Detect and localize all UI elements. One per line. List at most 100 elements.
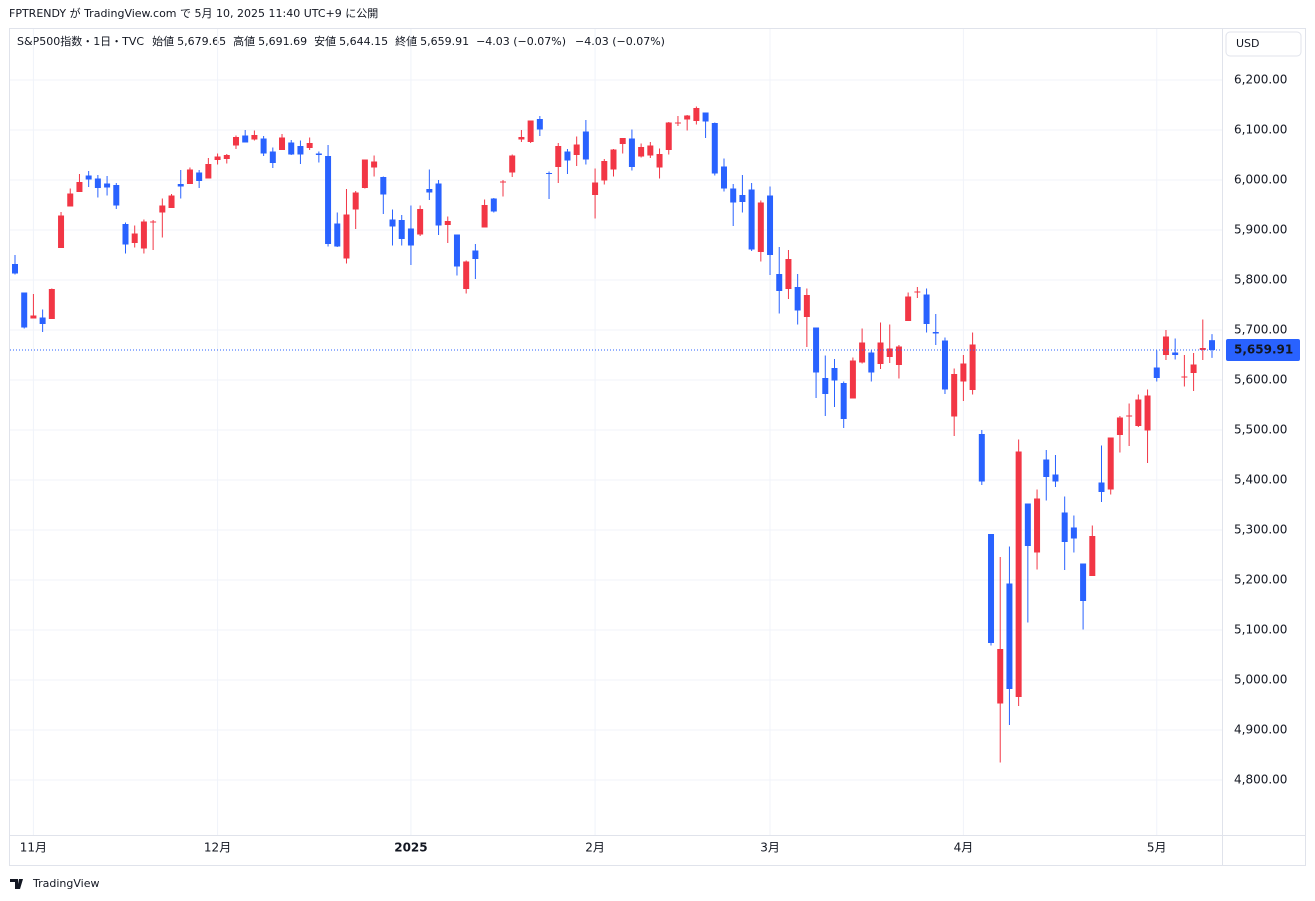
candle-body [21, 292, 28, 328]
candle-body [1135, 399, 1142, 426]
candle-body [656, 154, 663, 168]
candle-body [803, 295, 810, 317]
candle-body [1153, 367, 1160, 378]
candle-body [435, 183, 442, 226]
candle-body [361, 159, 368, 188]
candle-body [113, 185, 120, 206]
candle-body [472, 250, 479, 259]
y-tick-label: 5,900.00 [1234, 223, 1287, 237]
candle-body [628, 138, 635, 167]
candle-body [684, 115, 691, 120]
candle-body [196, 172, 203, 181]
y-tick-label: 6,200.00 [1234, 73, 1287, 87]
candle-body [140, 221, 147, 249]
last-price-label: 5,659.91 [1234, 343, 1293, 357]
x-tick-label: 2月 [585, 841, 605, 855]
candle-body [76, 182, 83, 192]
candle-body [1024, 503, 1031, 546]
logo [10, 879, 23, 889]
currency-button[interactable] [1225, 31, 1302, 57]
candle-body [546, 173, 553, 174]
y-tick-label: 6,100.00 [1234, 123, 1287, 137]
candle-body [269, 151, 276, 163]
candle-body [813, 327, 820, 373]
candle-body [665, 122, 672, 150]
candle-body [905, 296, 912, 321]
candle-body [389, 219, 396, 227]
candle-body [1144, 395, 1151, 431]
candle-body [592, 182, 599, 195]
logo-mark [10, 879, 23, 889]
candle-body [748, 189, 755, 250]
y-tick-label: 5,000.00 [1234, 673, 1287, 687]
candle-body [453, 234, 460, 267]
candle-body [242, 135, 249, 143]
candle-body [895, 346, 902, 365]
chart-frame [9, 28, 1306, 866]
candle-body [739, 195, 746, 202]
y-tick-label: 6,000.00 [1234, 173, 1287, 187]
candle-body [500, 181, 507, 183]
candle-body [306, 143, 313, 148]
candle-body [1070, 527, 1077, 539]
candle-body [638, 147, 645, 157]
candle-body [371, 161, 378, 168]
candle-body [315, 153, 322, 155]
last-price-badge [1226, 339, 1300, 362]
candle-body [564, 151, 571, 161]
candle-body [1098, 482, 1105, 492]
candle-body [767, 195, 774, 255]
legend-symbol: S&P500指数・1日・TVC [17, 34, 144, 48]
candle-body [159, 205, 166, 213]
candle-body [334, 223, 341, 247]
candle-body [868, 352, 875, 373]
candle-body [67, 193, 74, 207]
candle-body [960, 363, 967, 382]
candle-body [186, 169, 193, 184]
x-tick-label: 2025 [394, 841, 427, 855]
y-tick-label: 5,600.00 [1234, 373, 1287, 387]
x-tick-label: 3月 [760, 841, 780, 855]
legend-field-label: 始値 [152, 34, 174, 48]
candle-body [232, 137, 239, 146]
candle-body [932, 332, 939, 334]
candle-body [1052, 474, 1059, 482]
candle-body [398, 220, 405, 239]
candle-body [481, 205, 488, 228]
y-tick-label: 5,800.00 [1234, 273, 1287, 287]
candle-body [702, 112, 709, 122]
candle-body [214, 156, 221, 160]
candle-body [260, 138, 267, 154]
publish-header: FPTRENDY が TradingView.com で 5月 10, 2025… [9, 6, 378, 20]
legend-field-value: 5,644.15 [339, 35, 388, 48]
candle-body [978, 434, 985, 482]
candle-body [877, 342, 884, 364]
candle-body [1126, 415, 1133, 417]
candle-body [794, 287, 801, 311]
legend-field-label: 高値 [233, 34, 255, 48]
y-tick-label: 5,400.00 [1234, 473, 1287, 487]
candle-body [1006, 583, 1013, 689]
candle-body [1080, 563, 1087, 601]
candle-body [1162, 336, 1169, 355]
candle-body [177, 184, 184, 187]
x-tick-label: 12月 [204, 841, 231, 855]
candle-body [444, 221, 451, 225]
candle-body [297, 146, 304, 155]
y-tick-label: 5,700.00 [1234, 323, 1287, 337]
candle-body [831, 368, 838, 381]
candle-body [85, 175, 92, 180]
candle-body [785, 259, 792, 289]
candle-body [822, 378, 829, 394]
legend-field-label: 安値 [314, 34, 336, 48]
legend-field-value: 5,659.91 [420, 35, 469, 48]
candle-body [1089, 536, 1096, 576]
candle-body [776, 274, 783, 291]
candle-body [1034, 498, 1041, 553]
y-tick-label: 5,200.00 [1234, 573, 1287, 587]
candle-body [343, 214, 350, 259]
candle-body [1199, 348, 1206, 350]
candle-body [693, 108, 700, 121]
candle-body [923, 294, 930, 324]
